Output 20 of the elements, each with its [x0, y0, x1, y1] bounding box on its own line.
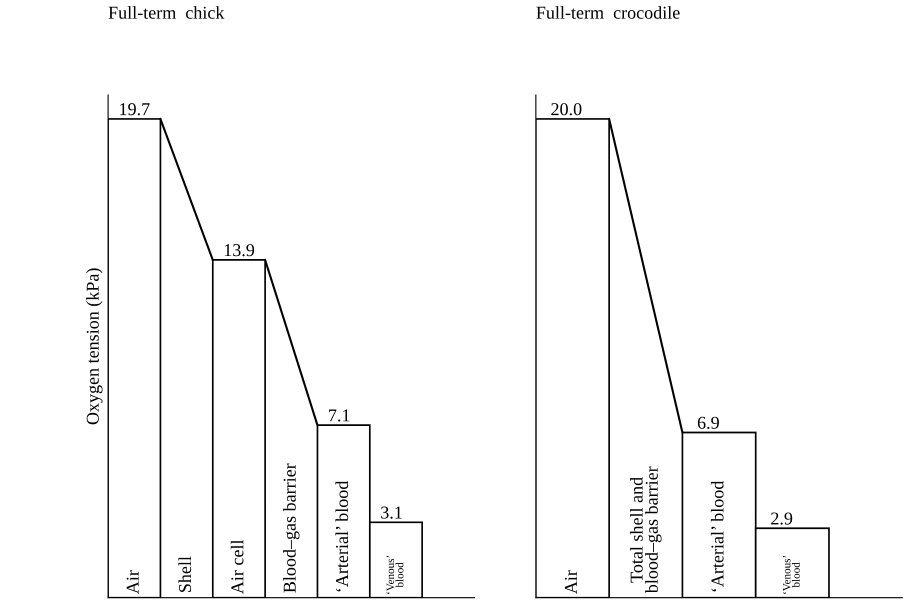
data-label: 20.0	[551, 103, 582, 116]
data-label: 7.1	[329, 409, 350, 422]
data-label: 2.9	[771, 512, 792, 525]
data-label: 19.7	[120, 103, 150, 116]
data-label: 3.1	[381, 506, 402, 519]
x-tick-label: ‘Arterial’ blood	[710, 480, 724, 592]
data-label: 13.9	[224, 244, 254, 256]
x-tick-label: Blood–gas barrier	[283, 463, 300, 593]
x-tick-label: Total shell and blood–gas barrier	[630, 466, 662, 594]
chart-title: Full-term chick	[108, 6, 224, 19]
x-tick-label: ‘Arterial’ blood	[335, 480, 348, 592]
x-tick-label: Air	[126, 570, 139, 594]
x-tick-label: ‘Venous’ blood	[386, 556, 404, 594]
data-label: 6.9	[698, 416, 719, 429]
x-tick-label: Air cell	[230, 540, 244, 594]
x-tick-label: Shell	[178, 556, 192, 592]
x-tick-label: Air	[564, 570, 577, 594]
chart-title: Full-term crocodile	[536, 6, 680, 19]
y-axis-title: Oxygen tension (kPa)	[86, 268, 103, 424]
x-tick-label: ‘Venous’ blood	[782, 556, 800, 594]
